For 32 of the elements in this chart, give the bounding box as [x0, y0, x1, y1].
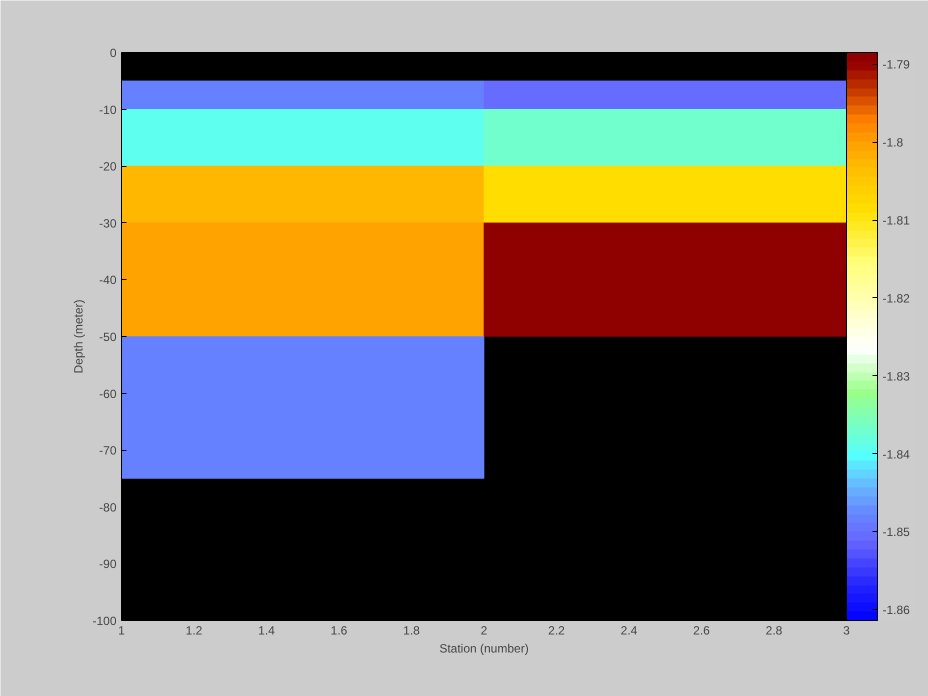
y-tick-label: -70: [99, 444, 117, 458]
x-tick-label: 1.6: [330, 624, 348, 638]
x-tick-label: 1.8: [403, 624, 420, 638]
y-tick-label: -80: [99, 500, 117, 514]
y-tick-label: 0: [110, 46, 117, 60]
x-tick-label: 2.6: [693, 624, 710, 638]
color-bar-label: -1.81: [882, 214, 910, 228]
color-bar-label: -1.79: [882, 58, 910, 72]
x-tick-label: 1.4: [258, 624, 276, 638]
x-tick-label: 2.2: [548, 624, 566, 638]
y-tick-label: -20: [99, 160, 117, 174]
x-tick-label: 3: [843, 624, 850, 638]
x-tick-label: 2.8: [766, 624, 783, 638]
y-axis-title: Depth (meter): [71, 299, 86, 374]
x-tick-label: 1: [118, 624, 126, 638]
x-tick-label: 2: [480, 624, 488, 638]
color-bar-label: -1.83: [882, 369, 910, 384]
y-tick-label: -60: [99, 386, 117, 401]
color-bar-label: -1.85: [882, 525, 910, 540]
y-tick-label: -100: [92, 614, 117, 628]
color-bar-label: -1.82: [882, 291, 910, 306]
color-bar-label: -1.8: [882, 136, 904, 150]
y-tick-label: -40: [99, 273, 117, 288]
y-tick-label: -10: [99, 102, 117, 117]
x-tick-label: 2.4: [620, 624, 638, 638]
x-axis-title: Station (number): [439, 642, 529, 656]
color-bar-label: -1.84: [882, 447, 910, 462]
color-bar-label: -1.86: [882, 603, 910, 618]
y-tick-label: -30: [99, 216, 117, 230]
y-tick-label: -50: [99, 330, 117, 344]
x-tick-label: 1.2: [186, 624, 203, 638]
y-tick-label: -90: [99, 557, 117, 572]
